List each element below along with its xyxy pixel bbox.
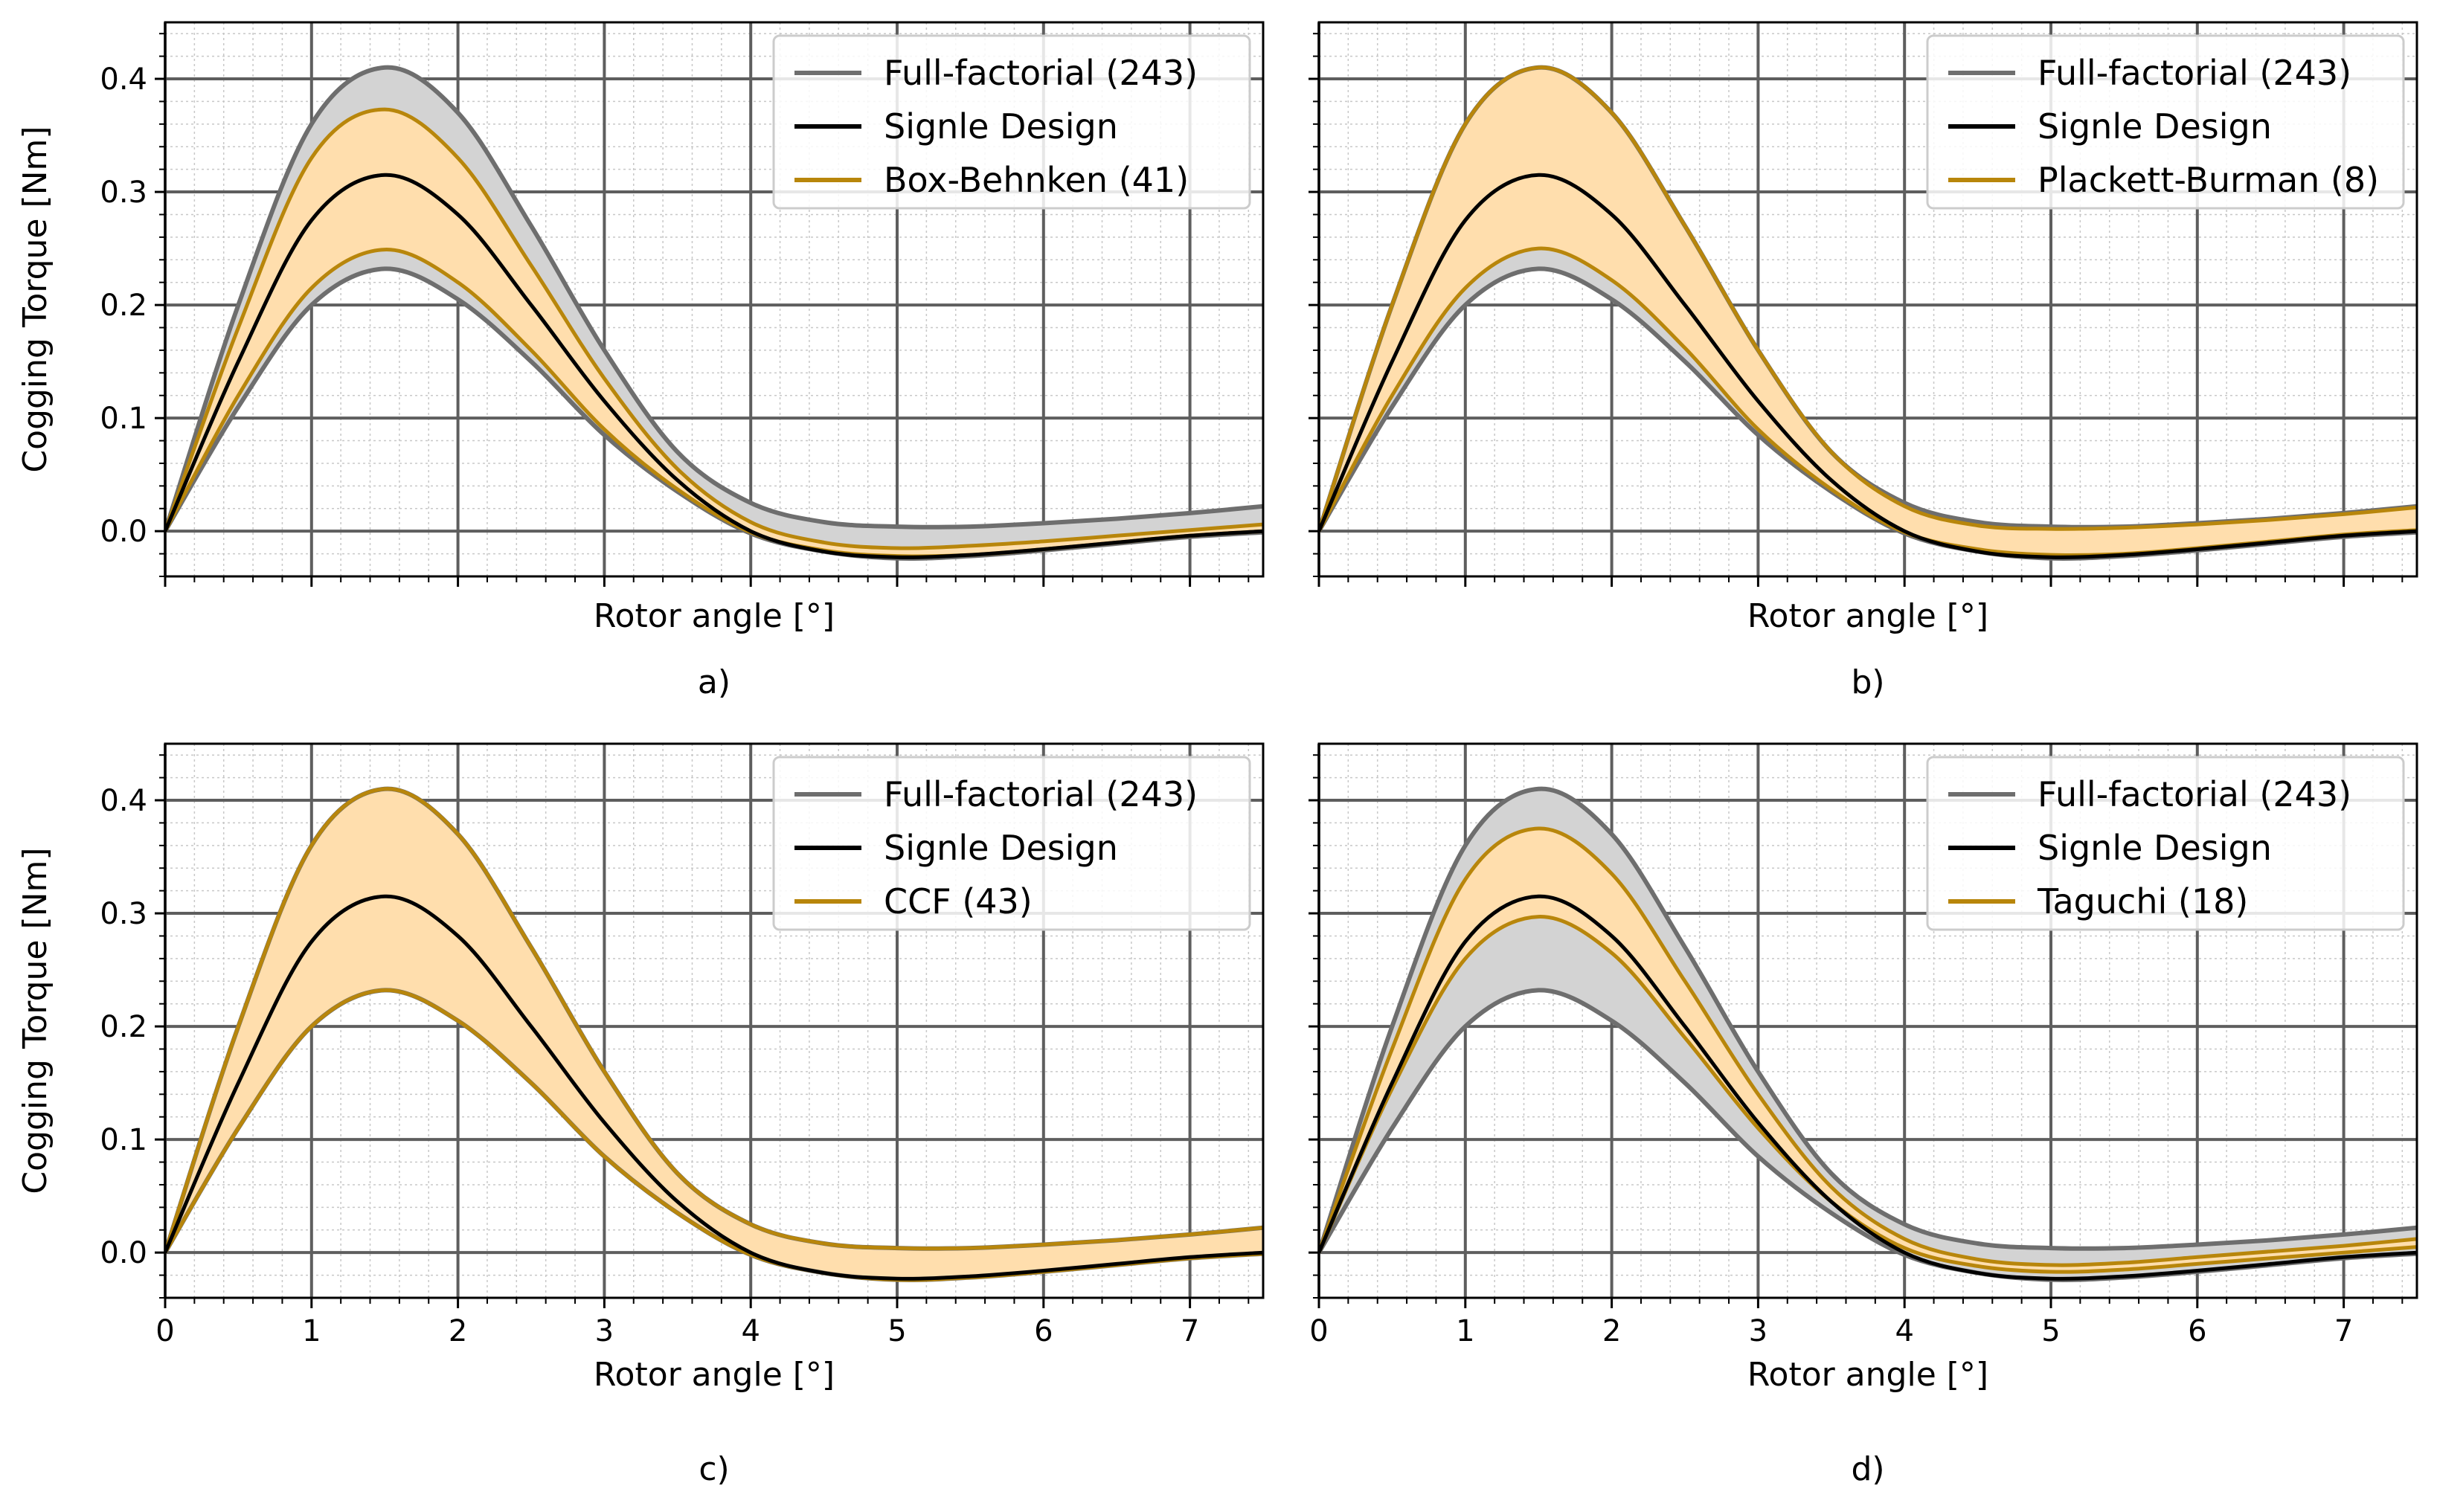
y-axis-label: Cogging Torque [Nm] (16, 847, 54, 1194)
legend-entry: Taguchi (18) (2037, 881, 2248, 921)
legend-entry: Signle Design (2038, 106, 2272, 147)
plot-frame (164, 21, 1265, 578)
x-tick-label: 6 (1034, 1314, 1053, 1348)
panel-label: c) (699, 1450, 729, 1488)
single-design-line (1319, 894, 2417, 1281)
legend: Full-factorial (243) Signle Design Placket… (1926, 34, 2405, 210)
x-tick-label: 0 (1309, 1314, 1328, 1348)
y-tick-label: 0.0 (100, 515, 147, 549)
x-tick-label: 1 (1456, 1314, 1474, 1348)
y-tick-label: 0.4 (100, 784, 147, 818)
legend-box (1926, 34, 2405, 210)
x-axis-label: Rotor angle [°] (594, 597, 835, 635)
design-band (165, 109, 1263, 557)
panel-d: 0 1 2 3 4 5 6 7 Rotor angle [°] d) Full-factorial … (1309, 742, 2418, 1488)
legend-entry: Full-factorial (243) (2038, 774, 2351, 814)
y-tick-label: 0.2 (100, 1010, 147, 1044)
legend-box (772, 756, 1251, 931)
x-tick-label: 2 (1602, 1314, 1621, 1348)
y-tick-label: 0.1 (100, 1123, 147, 1157)
y-axis-label: Cogging Torque [Nm] (16, 126, 54, 472)
design-band (165, 788, 1263, 1280)
x-tick-label: 5 (2041, 1314, 2060, 1348)
x-tick-label: 4 (1895, 1314, 1913, 1348)
panel-a: 0.0 0.1 0.2 0.3 0.4 Rotor angle [°] Cogging To… (16, 21, 1265, 701)
legend: Full-factorial (243) Signle Design Taguchi… (1926, 756, 2405, 931)
y-tick-label: 0.0 (100, 1236, 147, 1270)
legend-entry: Signle Design (884, 828, 1118, 868)
x-tick-label: 1 (302, 1314, 321, 1348)
y-tick-label: 0.3 (100, 176, 147, 210)
legend-box (1926, 756, 2405, 931)
x-tick-label: 7 (2334, 1314, 2353, 1348)
y-tick-label: 0.2 (100, 289, 147, 323)
design-upper-line (165, 787, 1263, 1253)
panel-label: d) (1851, 1450, 1884, 1488)
x-axis-label: Rotor angle [°] (1747, 597, 1988, 635)
x-tick-label: 4 (741, 1314, 760, 1348)
panel-c: 0 1 2 3 4 5 6 7 0.0 0.1 0.2 0.3 0.4 Rotor angle [°] Co… (16, 742, 1265, 1488)
plot-frame (164, 742, 1265, 1299)
single-design-line (165, 173, 1263, 559)
y-tick-label: 0.1 (100, 402, 147, 436)
legend: Full-factorial (243) Signle Design Box-Beh… (772, 34, 1251, 210)
legend-box (772, 34, 1251, 210)
legend: Full-factorial (243) Signle Design CCF (43… (772, 756, 1251, 931)
y-tick-label: 0.3 (100, 897, 147, 931)
ticks (155, 754, 1250, 1308)
x-tick-label: 7 (1181, 1314, 1199, 1348)
series-group (165, 786, 1263, 1282)
full-factorial-upper-line (1319, 786, 2417, 1254)
series-group (1319, 65, 2417, 561)
x-axis-label: Rotor angle [°] (594, 1356, 835, 1394)
ticks (1309, 754, 2404, 1308)
design-upper-line (1319, 826, 2417, 1267)
legend-entry: Box-Behnken (41) (884, 160, 1189, 200)
y-tick-label: 0.4 (100, 62, 147, 97)
legend-entry: CCF (43) (884, 881, 1033, 921)
single-design-line (165, 894, 1263, 1281)
ticks (155, 33, 1250, 587)
ticks (1309, 33, 2404, 587)
legend-entry: Signle Design (2038, 828, 2272, 868)
full-factorial-upper-line (165, 65, 1263, 533)
legend-entry: Full-factorial (243) (884, 53, 1198, 93)
panel-label: a) (698, 663, 731, 701)
x-tick-label: 0 (155, 1314, 174, 1348)
legend-entry: Full-factorial (243) (884, 774, 1198, 814)
legend-entry: Plackett-Burman (8) (2038, 160, 2379, 200)
design-band (1319, 67, 2417, 556)
x-tick-label: 6 (2188, 1314, 2206, 1348)
x-tick-label: 3 (595, 1314, 614, 1348)
legend-entry: Full-factorial (243) (2038, 53, 2351, 93)
x-axis-label: Rotor angle [°] (1747, 1356, 1988, 1394)
x-tick-label: 3 (1749, 1314, 1767, 1348)
plot-frame (1317, 21, 2418, 578)
plot-frame (1317, 742, 2418, 1299)
design-upper-line (1319, 65, 2417, 532)
single-design-line (1319, 173, 2417, 559)
design-upper-line (165, 107, 1263, 550)
panel-b: Rotor angle [°] b) Full-factorial (243) Sig… (1309, 21, 2418, 701)
series-group (165, 65, 1263, 561)
x-tick-label: 5 (887, 1314, 906, 1348)
legend-entry: Signle Design (884, 106, 1118, 147)
panel-label: b) (1851, 663, 1884, 701)
x-tick-label: 2 (449, 1314, 467, 1348)
series-group (1319, 786, 2417, 1282)
